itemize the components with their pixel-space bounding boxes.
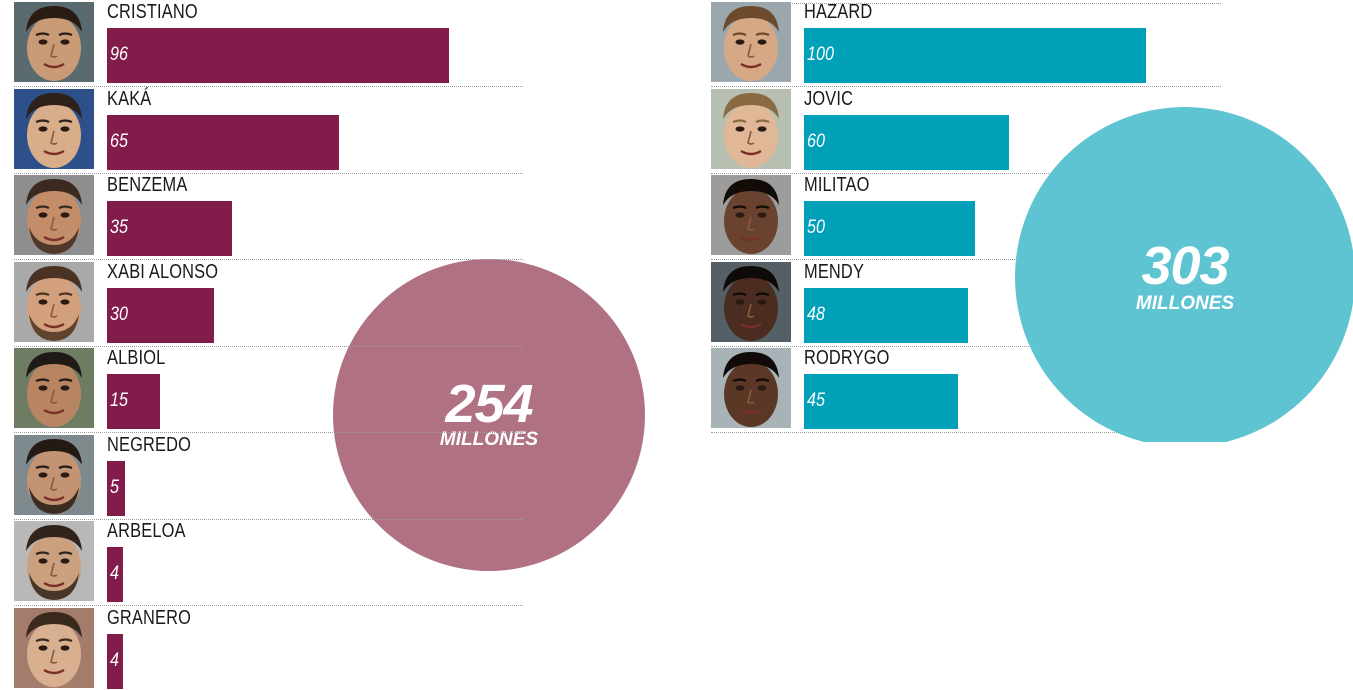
player-photo xyxy=(14,2,94,82)
value-label: 50 xyxy=(807,217,825,238)
row-divider xyxy=(14,518,523,520)
row-divider xyxy=(711,86,1221,87)
player-row: BENZEMA 35 xyxy=(14,173,523,260)
player-name: ALBIOL xyxy=(107,347,166,369)
value-label: 60 xyxy=(807,130,825,152)
value-bar: 50 xyxy=(804,201,975,256)
player-name: KAKÁ xyxy=(107,87,152,110)
value-bar: 15 xyxy=(107,374,161,429)
value-bar: 4 xyxy=(107,547,123,602)
player-name: RODRYGO xyxy=(804,347,890,369)
total-unit: MILLONES xyxy=(439,429,539,450)
player-name: MENDY xyxy=(804,260,865,283)
value-bar: 65 xyxy=(107,114,339,170)
player-name: ARBELOA xyxy=(107,520,186,542)
value-label: 45 xyxy=(807,390,825,411)
circle-clip-band xyxy=(1000,442,1353,472)
value-label: 15 xyxy=(110,390,128,411)
player-photo xyxy=(14,88,94,169)
player-row: CRISTIANO 96 xyxy=(14,0,523,87)
player-photo xyxy=(711,88,791,169)
player-photo xyxy=(14,261,94,342)
total-amount: 254 xyxy=(445,374,533,434)
player-name: CRISTIANO xyxy=(107,1,198,23)
row-divider xyxy=(14,259,523,260)
player-row: ARBELOA 4 xyxy=(14,519,523,606)
player-name: NEGREDO xyxy=(107,433,192,456)
player-photo xyxy=(711,261,791,342)
player-photo xyxy=(711,348,791,428)
value-label: 30 xyxy=(110,303,128,325)
value-bar: 48 xyxy=(804,287,969,343)
value-bar: 60 xyxy=(804,114,1010,170)
value-bar: 100 xyxy=(804,28,1146,83)
total-circle: 303 MILLONES xyxy=(1015,107,1353,447)
player-photo xyxy=(14,607,94,688)
player-row: NEGREDO 5 xyxy=(14,433,523,520)
player-row: GRANERO 4 xyxy=(14,606,523,690)
value-label: 48 xyxy=(807,303,825,325)
total-unit: MILLONES xyxy=(1135,293,1235,314)
top-divider xyxy=(711,3,1221,4)
value-bar: 35 xyxy=(107,201,232,256)
total-amount: 303 xyxy=(1141,236,1229,296)
player-row: MENDY 48 xyxy=(711,260,1221,347)
value-bar: 4 xyxy=(107,633,123,689)
player-row: KAKÁ 65 xyxy=(14,87,523,174)
player-photo xyxy=(14,434,94,515)
value-bar: 45 xyxy=(804,374,958,429)
row-divider xyxy=(14,86,523,87)
value-bar: 5 xyxy=(107,460,125,516)
player-name: HAZARD xyxy=(804,1,873,23)
row-divider xyxy=(14,432,523,433)
row-divider xyxy=(14,172,523,174)
player-name: XABI ALONSO xyxy=(107,260,219,283)
row-divider xyxy=(711,172,1221,174)
player-row: ALBIOL 15 xyxy=(14,346,523,433)
value-bar: 96 xyxy=(107,28,449,83)
player-photo xyxy=(14,521,94,601)
player-row: MILITAO 50 xyxy=(711,173,1221,260)
player-row: HAZARD 100 xyxy=(711,0,1221,87)
player-photo xyxy=(14,175,94,255)
value-label: 4 xyxy=(110,563,119,584)
player-row: XABI ALONSO 30 xyxy=(14,260,523,347)
value-label: 96 xyxy=(110,44,128,65)
value-bar: 30 xyxy=(107,287,214,343)
value-label: 4 xyxy=(110,649,119,671)
row-divider xyxy=(711,432,1221,433)
player-name: GRANERO xyxy=(107,606,192,629)
value-label: 5 xyxy=(110,476,119,498)
player-photo xyxy=(14,348,94,428)
player-name: JOVIC xyxy=(804,87,854,110)
player-name: MILITAO xyxy=(804,174,870,196)
player-photo xyxy=(711,175,791,255)
row-divider xyxy=(711,259,1221,260)
player-row: RODRYGO 45 xyxy=(711,346,1221,433)
value-label: 100 xyxy=(807,44,834,65)
player-photo xyxy=(711,2,791,82)
value-label: 65 xyxy=(110,130,128,152)
value-label: 35 xyxy=(110,217,128,238)
player-row: JOVIC 60 xyxy=(711,87,1221,174)
row-divider xyxy=(711,345,1221,347)
row-divider xyxy=(14,605,523,606)
row-divider xyxy=(14,345,523,347)
player-name: BENZEMA xyxy=(107,174,188,196)
